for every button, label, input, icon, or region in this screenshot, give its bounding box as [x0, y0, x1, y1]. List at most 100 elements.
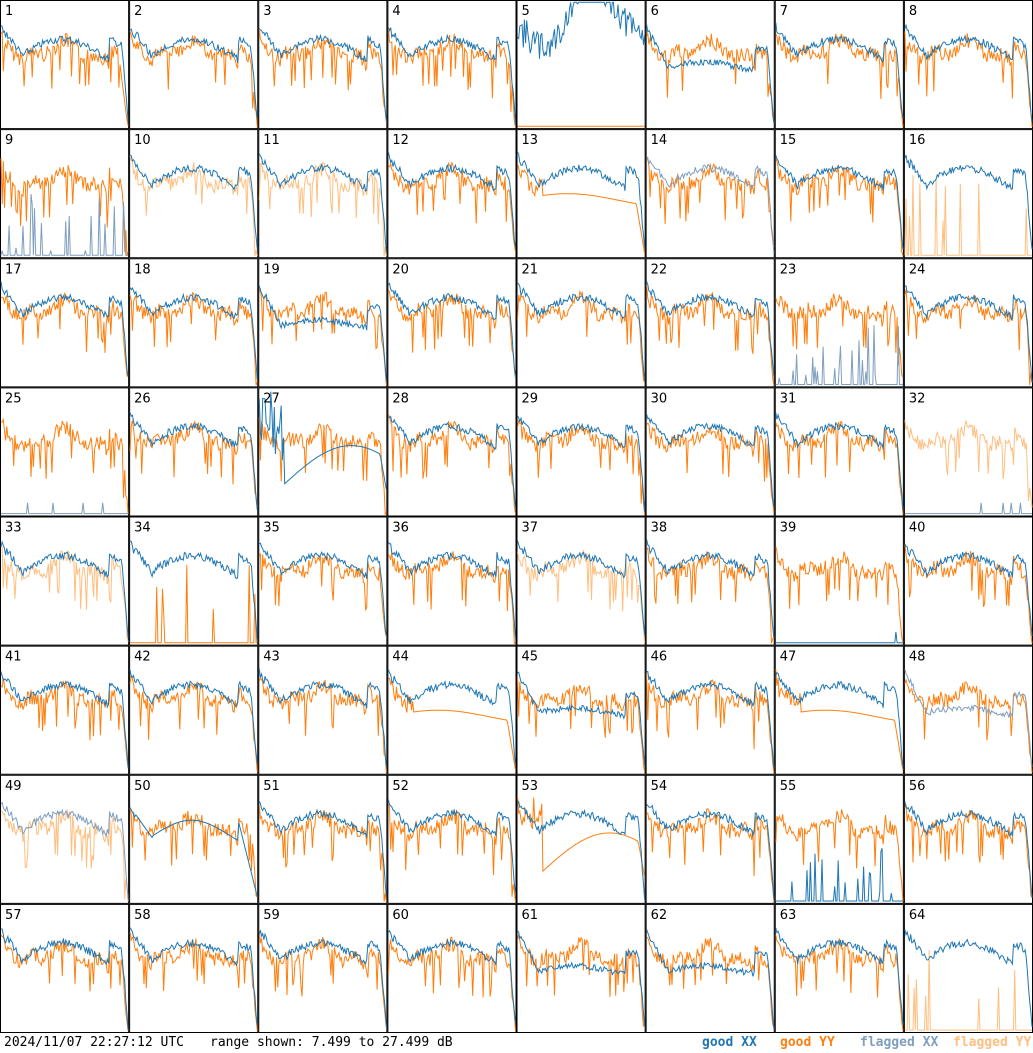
- series-xx-12: [387, 151, 516, 248]
- series-xx-53: [517, 800, 646, 900]
- panel-31: 31: [774, 387, 904, 517]
- series-xx-34: [129, 540, 258, 641]
- panel-29: 29: [516, 387, 646, 517]
- series-yy-55: [775, 809, 904, 902]
- panel-label: 62: [651, 908, 668, 923]
- series-xx-32: [904, 502, 1032, 515]
- panel-label: 13: [522, 133, 539, 148]
- series-xx-19: [258, 285, 387, 383]
- panel-label: 17: [5, 262, 22, 277]
- panel-label: 52: [392, 779, 409, 794]
- panel-label: 9: [5, 133, 13, 148]
- panel-51: 51: [258, 774, 388, 904]
- panel-frame: [774, 645, 904, 775]
- series-xx-28: [388, 415, 516, 509]
- panel-label: 43: [263, 650, 280, 665]
- panel-15: 15: [774, 129, 904, 259]
- panel-label: 30: [651, 391, 668, 406]
- panel-frame: [516, 129, 646, 259]
- panel-4: 4: [387, 0, 517, 130]
- panel-59: 59: [258, 903, 388, 1033]
- panel-frame: [0, 774, 130, 904]
- panel-label: 12: [392, 133, 409, 148]
- series-xx-56: [904, 801, 1033, 898]
- panel-frame: [903, 258, 1033, 388]
- panel-13: 13: [516, 129, 646, 259]
- series-xx-10: [129, 154, 258, 250]
- series-xx-24: [904, 285, 1033, 383]
- panel-62: 62: [645, 903, 775, 1033]
- panel-label: 6: [651, 4, 659, 19]
- panel-8: 8: [903, 0, 1033, 130]
- series-xx-49: [0, 801, 129, 899]
- panel-label: 23: [780, 262, 797, 277]
- range-text: range shown: 7.499 to 27.499 dB: [210, 1035, 453, 1050]
- series-yy-30: [646, 422, 775, 513]
- panel-7: 7: [774, 0, 904, 130]
- panel-48: 48: [903, 645, 1033, 775]
- panel-label: 39: [780, 521, 797, 536]
- series-yy-64: [904, 950, 1032, 1031]
- panel-label: 38: [651, 521, 668, 536]
- panel-16: 16: [903, 129, 1033, 259]
- series-yy-52: [387, 802, 516, 902]
- panel-label: 58: [134, 908, 151, 923]
- series-yy-51: [258, 805, 387, 902]
- panel-frame: [129, 258, 259, 388]
- panel-label: 61: [522, 908, 539, 923]
- panel-54: 54: [645, 774, 775, 904]
- panel-1: 1: [0, 0, 130, 130]
- panel-64: 64: [903, 903, 1033, 1033]
- legend-flagged-xx: flagged XX: [860, 1035, 939, 1050]
- panel-label: 3: [263, 4, 271, 19]
- panel-40: 40: [903, 516, 1033, 646]
- panel-frame: [0, 129, 130, 259]
- panel-label: 10: [134, 133, 151, 148]
- panel-frame: [903, 129, 1033, 259]
- series-yy-9: [0, 158, 129, 257]
- series-xx-41: [0, 671, 129, 769]
- series-yy-16: [904, 175, 1032, 256]
- series-yy-22: [646, 285, 775, 386]
- panel-label: 63: [780, 908, 797, 923]
- panel-label: 28: [392, 391, 409, 406]
- panel-56: 56: [903, 774, 1033, 904]
- panel-frame: [387, 903, 517, 1033]
- series-xx-27: [258, 391, 387, 490]
- panel-frame: [774, 0, 904, 130]
- timestamp: 2024/11/07 22:27:12 UTC: [4, 1035, 185, 1050]
- panel-frame: [258, 258, 388, 388]
- series-xx-4: [387, 26, 516, 125]
- series-xx-13: [517, 151, 646, 248]
- panel-frame: [516, 387, 646, 517]
- panel-28: 28: [387, 387, 517, 517]
- series-xx-40: [904, 543, 1033, 637]
- panel-label: 15: [780, 133, 797, 148]
- series-xx-47: [775, 672, 904, 767]
- panel-label: 2: [134, 4, 142, 19]
- series-yy-63: [775, 934, 904, 1031]
- panel-47: 47: [774, 645, 904, 775]
- series-xx-54: [646, 803, 775, 899]
- panel-label: 35: [263, 521, 280, 536]
- panel-11: 11: [258, 129, 388, 259]
- panel-frame: [516, 0, 646, 130]
- panel-frame: [903, 774, 1033, 904]
- series-xx-38: [646, 539, 775, 638]
- series-xx-39: [775, 631, 903, 644]
- panel-label: 8: [909, 4, 917, 19]
- series-yy-23: [775, 293, 904, 378]
- series-xx-2: [129, 28, 258, 119]
- footer: 2024/11/07 22:27:12 UTC range shown: 7.4…: [0, 1033, 1033, 1053]
- panel-58: 58: [129, 903, 259, 1033]
- panel-21: 21: [516, 258, 646, 388]
- series-xx-11: [258, 153, 387, 253]
- panel-label: 47: [780, 650, 797, 665]
- legend-good-yy: good YY: [780, 1035, 835, 1050]
- panel-27: 27: [258, 387, 388, 517]
- panel-41: 41: [0, 645, 130, 775]
- series-yy-35: [258, 553, 387, 638]
- series-yy-8: [904, 31, 1033, 127]
- series-xx-18: [129, 286, 258, 380]
- panel-49: 49: [0, 774, 130, 904]
